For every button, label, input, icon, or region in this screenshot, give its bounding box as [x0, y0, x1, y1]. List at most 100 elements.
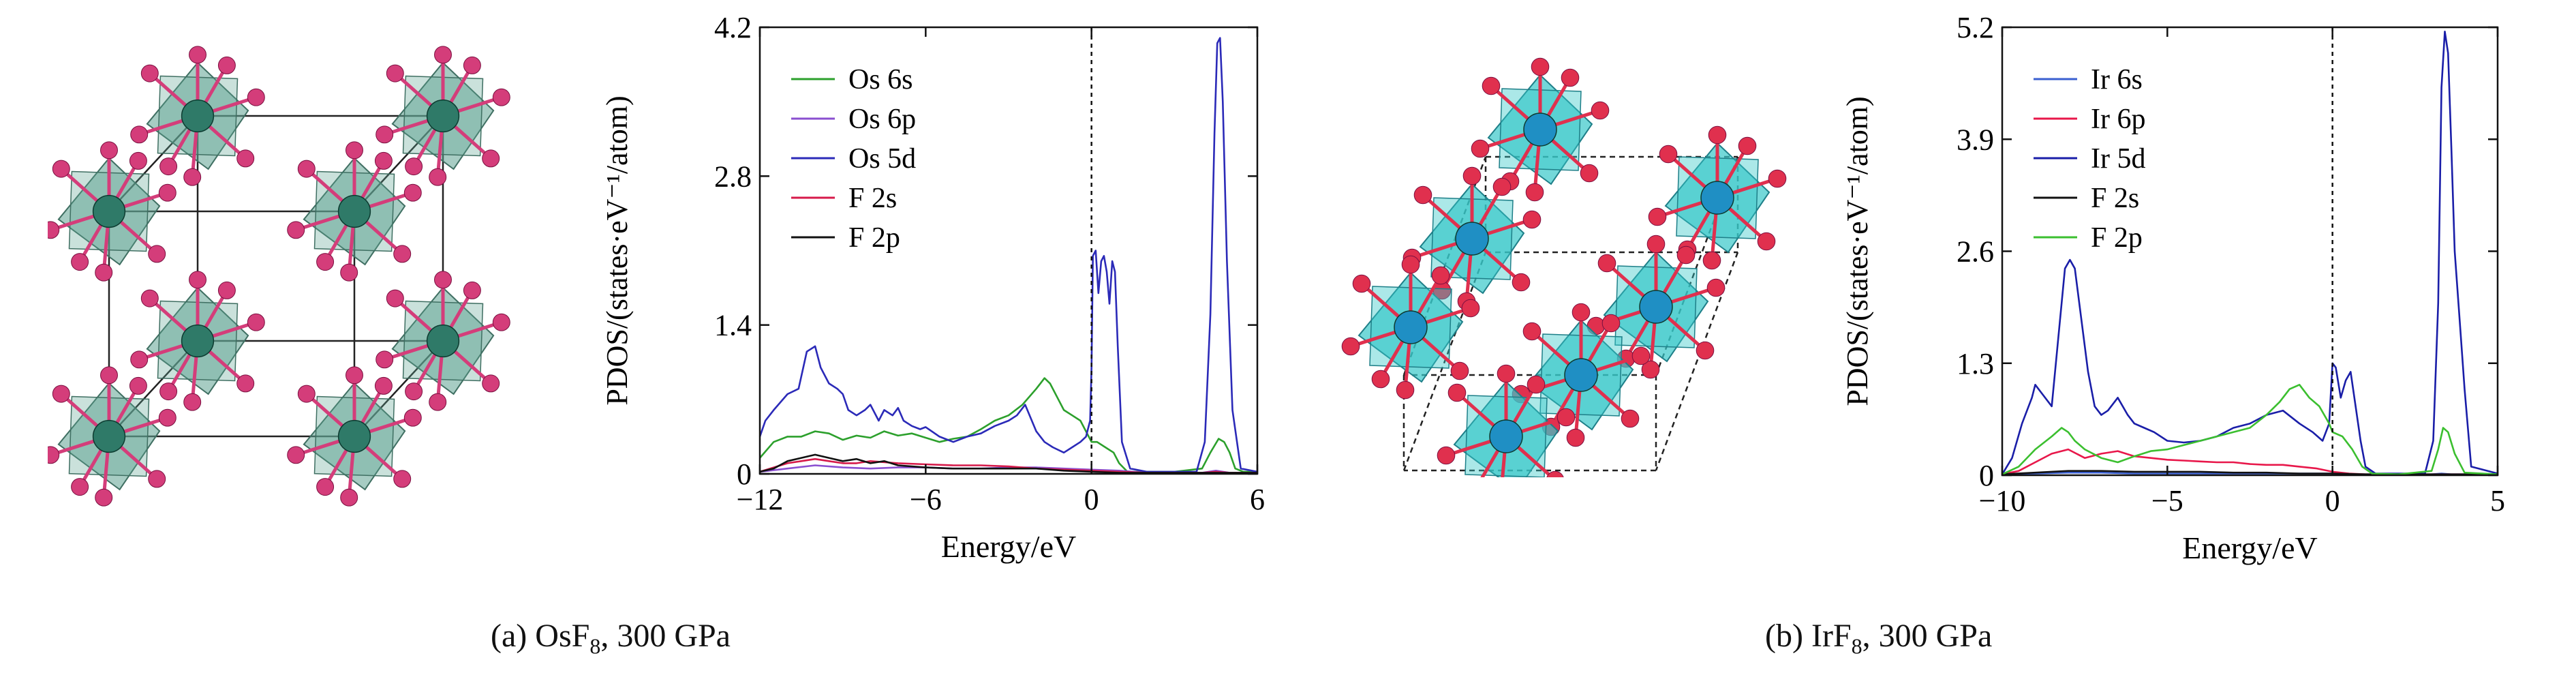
fluorine-atom	[287, 446, 305, 464]
fluorine-atom	[129, 151, 147, 170]
fluorine-atom	[140, 64, 159, 82]
fluorine-atom	[1768, 169, 1787, 188]
fluorine-atom	[429, 168, 447, 186]
fluorine-atom	[374, 151, 393, 170]
fluorine-atom	[189, 271, 206, 289]
fluorine-atom	[375, 125, 394, 144]
irf8-octahedron	[1402, 166, 1542, 311]
plot-frame	[2001, 26, 2499, 477]
metal-atom	[1455, 222, 1489, 256]
osf8-octahedron	[375, 271, 510, 411]
osf8-pdos-chart: −12 −6 0 6 0 1.4 2.8 4.2 Energy/eV PDOS/(states·e…	[600, 14, 1265, 564]
metal-atom	[1394, 310, 1428, 344]
fluorine-atom	[1566, 428, 1585, 447]
fluorine-atom	[403, 408, 422, 427]
x-tick-label: −5	[2151, 484, 2183, 518]
unit-cell-edge	[1402, 252, 1487, 471]
fluorine-atom	[95, 263, 113, 282]
x-tick-label: −12	[737, 483, 784, 516]
fluorine-atom	[316, 253, 335, 271]
fluorine-atom	[1641, 360, 1660, 379]
x-tick-label: 5	[2490, 484, 2505, 518]
fluorine-atom	[482, 374, 500, 393]
fluorine-atom	[1401, 255, 1420, 274]
osf8-octahedron	[375, 46, 510, 186]
osf8-octahedron	[48, 366, 177, 507]
irf8-octahedron	[1437, 364, 1576, 477]
fluorine-atom	[183, 168, 202, 186]
fluorine-atom	[1591, 101, 1610, 120]
fluorine-atom	[1512, 273, 1531, 292]
metal-atom	[1523, 112, 1557, 147]
fluorine-atom	[130, 350, 149, 369]
fluorine-atom	[492, 313, 510, 331]
fluorine-atom	[1708, 125, 1727, 145]
fluorine-atom	[1738, 136, 1757, 155]
fluorine-atom	[1396, 380, 1415, 400]
fluorine-atom	[1561, 68, 1580, 87]
fluorine-atom	[217, 281, 236, 299]
fluorine-atom	[1527, 375, 1546, 394]
fluorine-atom	[346, 141, 363, 160]
fluorine-atom	[158, 183, 177, 202]
metal-atom	[92, 194, 126, 228]
fluorine-atom	[95, 488, 113, 507]
series-line-4	[759, 453, 1257, 474]
fluorine-atom	[1522, 210, 1542, 229]
metal-atom	[1489, 419, 1523, 453]
x-axis-label: Energy/eV	[2182, 530, 2317, 565]
fluorine-atom	[1646, 235, 1666, 254]
y-tick-label: 1.3	[1957, 347, 1994, 380]
osf8-octahedron	[130, 271, 265, 411]
fluorine-atom	[1497, 364, 1516, 383]
series-line-4	[2002, 384, 2498, 475]
fluorine-atom	[1648, 207, 1667, 226]
fluorine-atom	[316, 478, 335, 496]
fluorine-atom	[71, 478, 89, 496]
irf8-octahedron	[1341, 255, 1480, 400]
fluorine-atom	[71, 253, 89, 271]
y-tick-label: 0	[737, 457, 752, 491]
fluorine-atom	[1706, 278, 1726, 297]
fluorine-atom	[100, 366, 118, 385]
x-tick-label: −10	[1979, 484, 2026, 518]
fluorine-atom	[217, 56, 236, 74]
fluorine-atom	[386, 289, 404, 308]
y-tick-label: 3.9	[1957, 123, 1994, 156]
series-line-2	[758, 37, 1258, 473]
fluorine-atom	[434, 46, 452, 64]
fluorine-atom	[393, 470, 412, 488]
fluorine-atom	[1597, 254, 1616, 273]
plot-frame	[758, 26, 1259, 475]
fluorine-atom	[374, 376, 393, 395]
fluorine-atom	[236, 374, 255, 393]
fluorine-atom	[346, 366, 363, 385]
y-tick-label: 2.8	[714, 160, 752, 193]
fluorine-atom	[1413, 185, 1432, 205]
fluorine-atom	[1676, 245, 1696, 265]
metal-atom	[426, 324, 460, 358]
fluorine-atom	[1482, 76, 1501, 95]
y-tick-label: 5.2	[1957, 14, 1994, 44]
fluorine-atom	[1447, 383, 1467, 402]
fluorine-atom	[1371, 370, 1390, 389]
irf8-octahedron	[1586, 235, 1726, 379]
fluorine-atom	[1546, 470, 1564, 477]
fluorine-atom	[1757, 232, 1776, 251]
metal-atom	[337, 419, 371, 453]
x-tick-label: 6	[1250, 483, 1265, 516]
y-tick-label: 2.6	[1957, 235, 1994, 269]
fluorine-atom	[429, 393, 447, 411]
fluorine-atom	[148, 470, 166, 488]
osf8-octahedron	[287, 366, 422, 507]
fluorine-atom	[297, 160, 316, 178]
irf8-crystal-structure	[1341, 57, 1787, 477]
fluorine-atom	[159, 382, 178, 401]
metal-atom	[1564, 358, 1598, 392]
legend-label: F 2s	[848, 183, 897, 214]
fluorine-atom	[482, 149, 500, 168]
x-tick-label: 0	[2325, 484, 2340, 518]
fluorine-atom	[129, 376, 147, 395]
fluorine-atom	[405, 382, 423, 401]
fluorine-atom	[1631, 346, 1651, 365]
